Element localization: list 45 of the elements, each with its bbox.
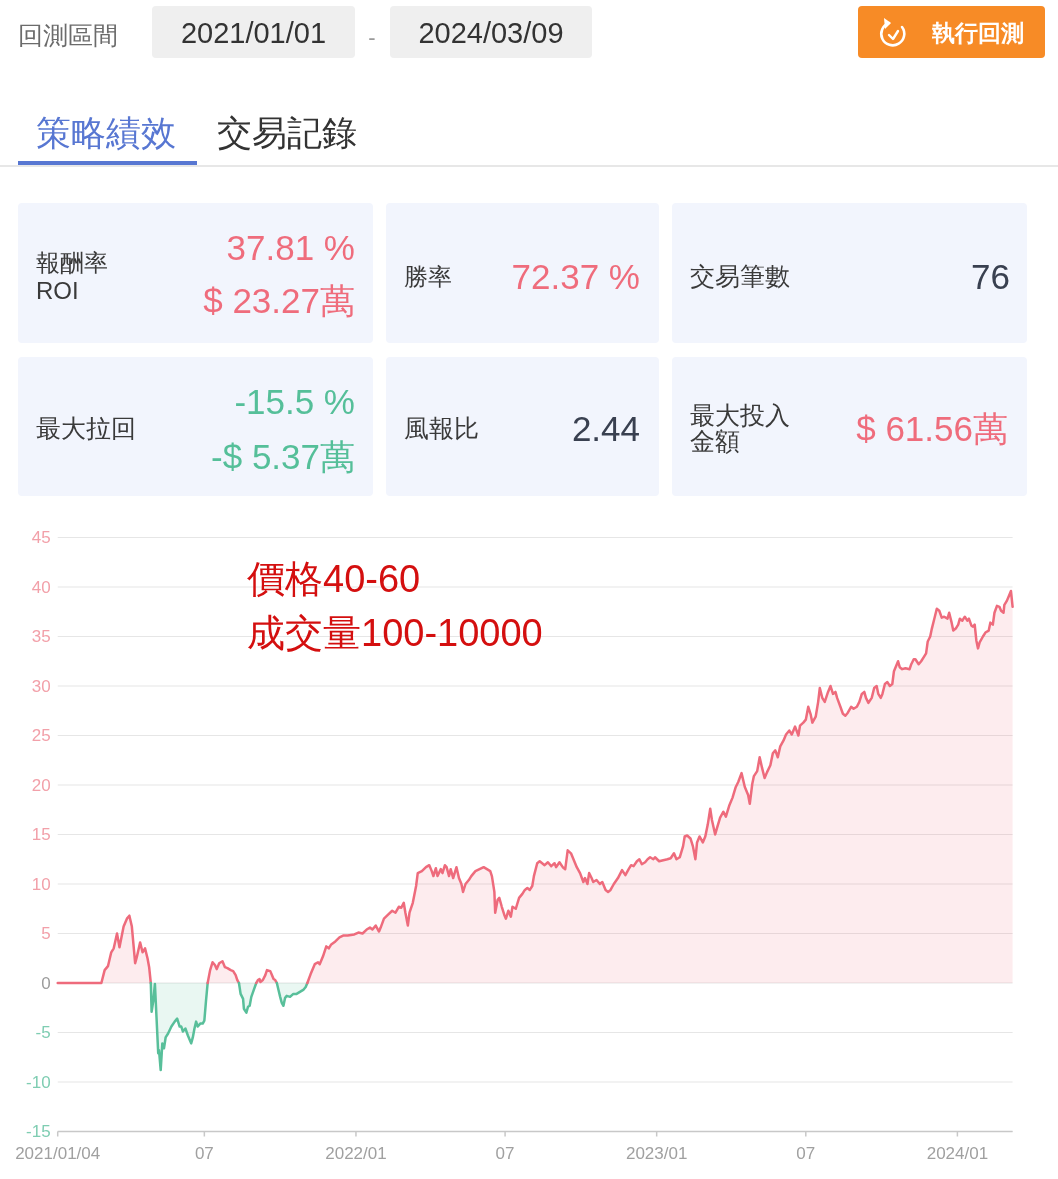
text: 報酬率 — [36, 248, 108, 276]
text: 最大拉回 — [36, 414, 136, 442]
text: 勝率 — [404, 262, 452, 290]
text: 交易筆數 — [690, 262, 790, 290]
text: 76 — [971, 256, 1010, 296]
text: 2021/01/01 — [180, 17, 327, 49]
y-tick-label: 35 — [31, 627, 51, 646]
text: 策略績效 — [36, 112, 176, 152]
x-tick-label: 2022/01 — [325, 1144, 387, 1163]
x-tick-label: 2023/01 — [625, 1144, 688, 1163]
y-tick-label: 30 — [31, 676, 51, 696]
x-tick-label: 2021/01/04 — [15, 1144, 101, 1163]
text: $ 61.56萬 — [856, 408, 1008, 448]
text: 最大投入 — [690, 401, 790, 429]
text: 72.37 % — [511, 256, 640, 296]
x-tick-label: 2024/01 — [926, 1144, 989, 1163]
y-tick-label: 25 — [31, 726, 51, 745]
y-tick-label: 15 — [31, 825, 51, 844]
y-tick-label: 40 — [31, 577, 51, 597]
text: 37.81 % — [226, 227, 355, 267]
y-tick-label: -10 — [26, 1072, 51, 1092]
text: -15.5 % — [234, 381, 355, 421]
y-tick-label: 10 — [31, 874, 51, 894]
text: 2024/03/09 — [418, 17, 564, 49]
annotation: 成交量100-10000 — [247, 612, 543, 654]
text: 風報比 — [404, 414, 479, 442]
text: 回測區間 — [18, 21, 118, 49]
y-tick-label: 0 — [41, 973, 51, 993]
x-tick-label: 07 — [796, 1144, 816, 1163]
y-tick-label: -15 — [26, 1122, 51, 1141]
text: - — [368, 24, 376, 50]
annotation: 價格40-60 — [247, 558, 421, 600]
text: 金額 — [690, 427, 740, 455]
text: 執行回測 — [931, 20, 1024, 46]
x-tick-label: 07 — [495, 1144, 515, 1163]
x-tick-label: 07 — [194, 1144, 214, 1163]
text: -$ 5.37萬 — [211, 436, 355, 476]
text: ROI — [36, 276, 79, 304]
y-tick-label: -5 — [35, 1023, 51, 1042]
text: 2.44 — [571, 408, 640, 448]
text: $ 23.27萬 — [203, 280, 355, 320]
y-tick-label: 5 — [41, 924, 51, 943]
y-tick-label: 45 — [31, 528, 51, 547]
y-tick-label: 20 — [31, 775, 51, 795]
text: 交易記錄 — [217, 112, 357, 152]
